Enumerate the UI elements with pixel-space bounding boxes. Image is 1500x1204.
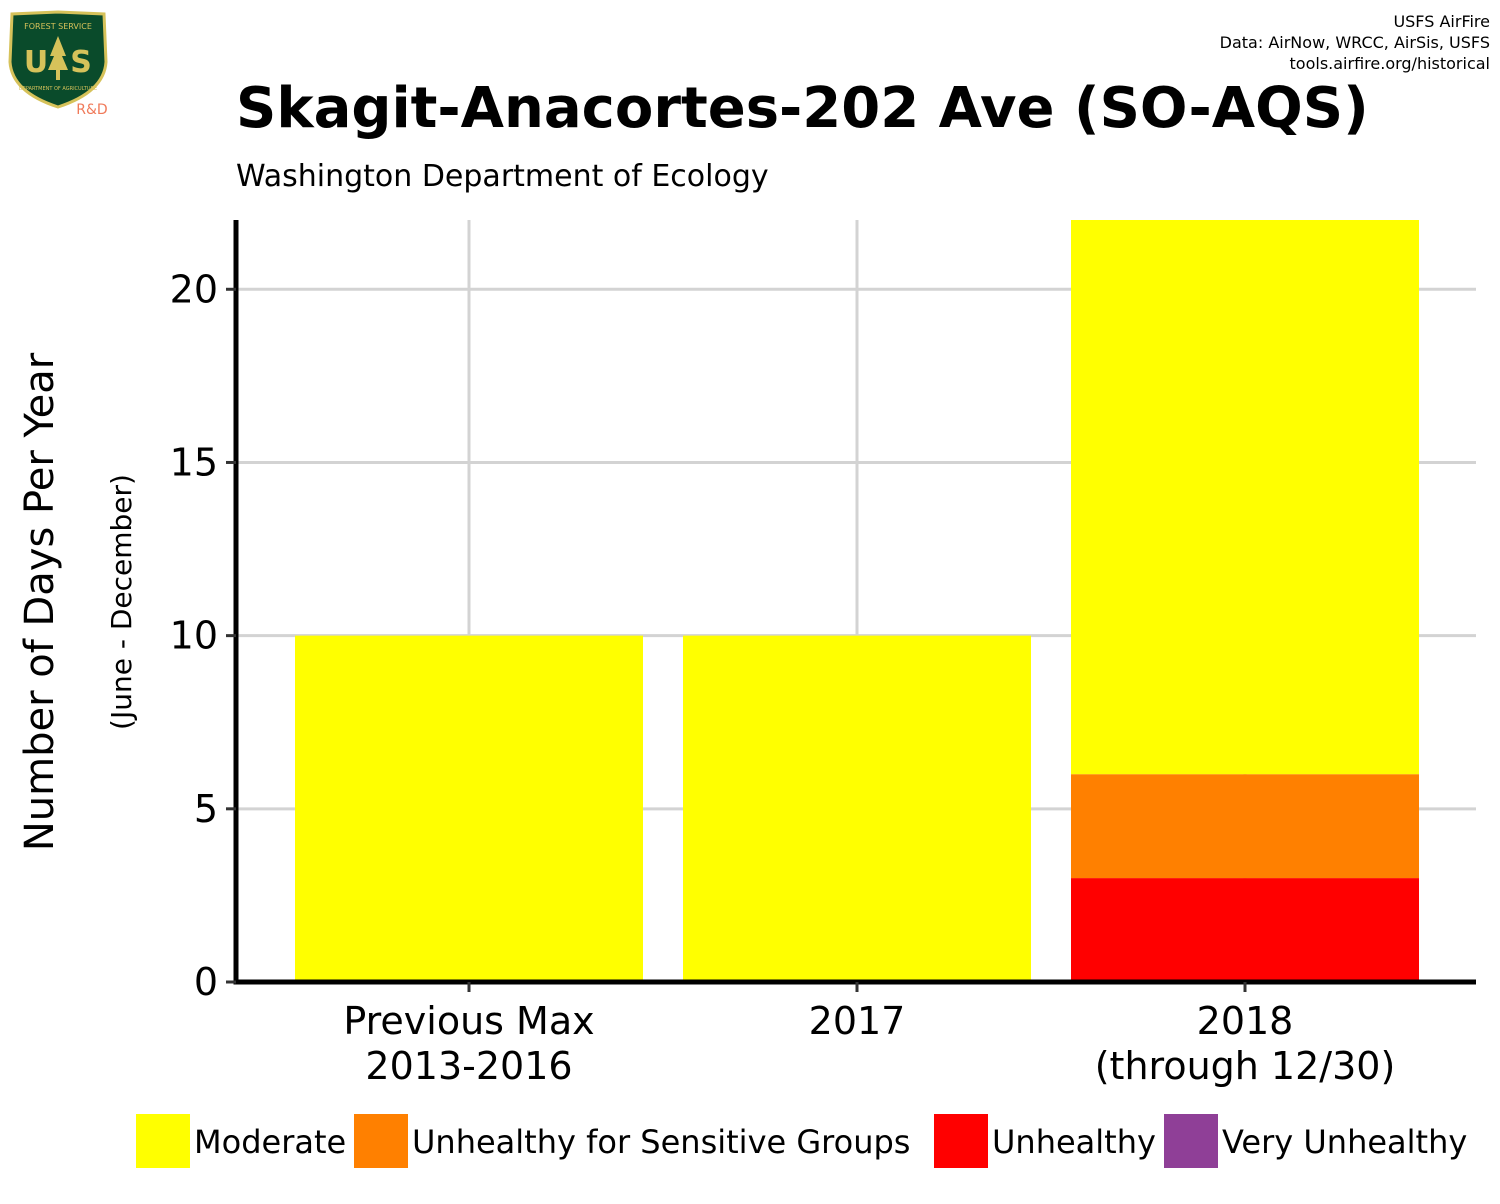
y-tick-label-0: 0 xyxy=(194,960,218,1004)
x-tick-labels: Previous Max 2013-2016 2017 2018 (through 12… xyxy=(343,999,1395,1088)
credits: USFS AirFire Data: AirNow, WRCC, AirSis,… xyxy=(1220,12,1490,73)
legend-label: Unhealthy for Sensitive Groups xyxy=(412,1123,910,1161)
logo-agency-text: FOREST SERVICE xyxy=(24,22,92,31)
y-tick-label-15: 15 xyxy=(170,440,218,484)
legend-item-unhealthy-for-sensitive-groups: Unhealthy for Sensitive Groups xyxy=(354,1114,910,1168)
legend-swatch xyxy=(354,1114,408,1168)
tree-icon xyxy=(48,36,68,80)
bar-0-moderate xyxy=(295,635,643,982)
logo-department-text: DEPARTMENT OF AGRICULTURE xyxy=(19,86,97,92)
bar-2-unhealthy xyxy=(1071,878,1419,982)
legend-label: Unhealthy xyxy=(992,1123,1156,1161)
legend-item-very-unhealthy: Very Unhealthy xyxy=(1164,1114,1467,1168)
x-tick-label-0: Previous Max 2013-2016 xyxy=(343,999,594,1088)
legend-label: Moderate xyxy=(194,1123,346,1161)
bar-2-unhealthy-for-sensitive-groups xyxy=(1071,774,1419,879)
legend-item-moderate: Moderate xyxy=(136,1114,346,1168)
x-tick-label-2: 2018 (through 12/30) xyxy=(1095,999,1396,1088)
legend-swatch xyxy=(136,1114,190,1168)
credit-line-3: tools.airfire.org/historical xyxy=(1290,54,1490,73)
x-tick-label-1: 2017 xyxy=(809,999,906,1043)
chart-title: Skagit-Anacortes-202 Ave (SO-AQS) xyxy=(236,76,1369,141)
legend: Moderate Unhealthy for Sensitive Groups Un… xyxy=(136,1114,1467,1168)
credit-line-1: USFS AirFire xyxy=(1393,12,1490,31)
chart-subtitle: Washington Department of Ecology xyxy=(236,159,769,194)
y-tick-labels: 0 5 10 15 20 xyxy=(170,267,218,1004)
y-axis-sublabel: (June - December) xyxy=(105,474,138,730)
bars xyxy=(295,220,1419,982)
usfs-shield-logo: U S FOREST SERVICE DEPARTMENT OF AGRICUL… xyxy=(8,10,108,118)
axes xyxy=(226,220,1476,992)
credit-line-2: Data: AirNow, WRCC, AirSis, USFS xyxy=(1220,33,1490,52)
y-axis-label: Number of Days Per Year xyxy=(17,352,63,851)
legend-swatch xyxy=(1164,1114,1218,1168)
legend-item-unhealthy: Unhealthy xyxy=(934,1114,1156,1168)
bar-1-moderate xyxy=(683,635,1031,982)
legend-swatch xyxy=(934,1114,988,1168)
bar-2-moderate xyxy=(1071,220,1419,775)
logo-rd-label: R&D xyxy=(76,102,107,118)
y-tick-label-5: 5 xyxy=(194,787,218,831)
y-tick-label-10: 10 xyxy=(170,614,218,658)
logo-letter-s: S xyxy=(70,45,92,80)
logo-letter-u: U xyxy=(24,45,48,80)
y-tick-label-20: 20 xyxy=(170,267,218,311)
legend-label: Very Unhealthy xyxy=(1222,1123,1467,1161)
